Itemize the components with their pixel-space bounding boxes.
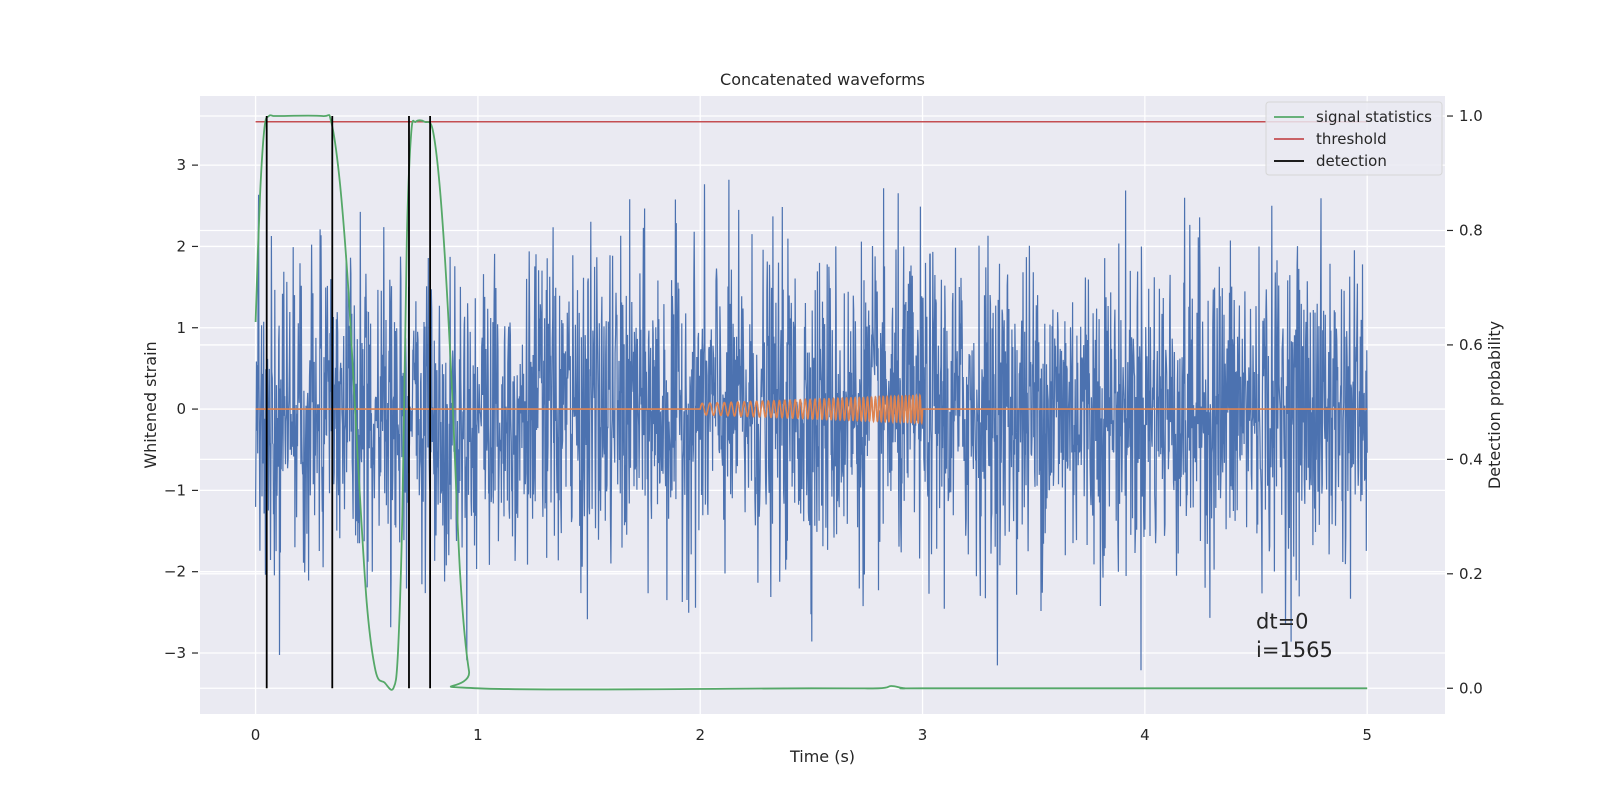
- y-tick-label: −2: [164, 563, 186, 581]
- annotation-index: i=1565: [1256, 638, 1333, 662]
- y-tick-label: 0: [176, 400, 186, 418]
- legend: signal statistics threshold detection: [1265, 101, 1443, 176]
- axis-ticks: 0 1 2 3 4 5 −3 −2 −1 0 1 2 3 0.0 0.2 0.4 0.6 0.8 1.0: [164, 107, 1483, 744]
- y2-tick-label: 0.8: [1459, 221, 1483, 239]
- series-layer: [254, 114, 1368, 691]
- annotations: dt=0 i=1565: [1256, 610, 1333, 662]
- x-tick-label: 3: [918, 726, 928, 744]
- whitened-strain-line: [255, 179, 1368, 671]
- y2-tick-label: 0.6: [1459, 336, 1483, 354]
- y2-tick-label: 0.2: [1459, 565, 1483, 583]
- legend-label-signal-statistics: signal statistics: [1316, 108, 1432, 126]
- annotation-dt: dt=0: [1256, 610, 1309, 634]
- y-tick-label: 2: [176, 237, 186, 255]
- y-axis-label: Whitened strain: [141, 341, 160, 468]
- x-axis-label: Time (s): [789, 747, 855, 766]
- legend-box: [1265, 101, 1443, 176]
- legend-label-threshold: threshold: [1316, 130, 1387, 148]
- x-tick-label: 1: [473, 726, 483, 744]
- y2-tick-label: 1.0: [1459, 107, 1483, 125]
- x-tick-label: 4: [1140, 726, 1150, 744]
- y2-tick-label: 0.4: [1459, 450, 1483, 468]
- x-tick-label: 5: [1362, 726, 1372, 744]
- legend-label-detection: detection: [1316, 152, 1387, 170]
- y2-axis-label: Detection probability: [1485, 321, 1504, 489]
- y-tick-label: −1: [164, 481, 186, 499]
- y-tick-label: 3: [176, 156, 186, 174]
- y2-tick-label: 0.0: [1459, 679, 1483, 697]
- x-tick-label: 2: [695, 726, 705, 744]
- y-tick-label: 1: [176, 319, 186, 337]
- chart-title: Concatenated waveforms: [720, 70, 925, 89]
- x-tick-label: 0: [251, 726, 261, 744]
- template-chirp-line: [255, 392, 1368, 426]
- y-tick-label: −3: [164, 644, 186, 662]
